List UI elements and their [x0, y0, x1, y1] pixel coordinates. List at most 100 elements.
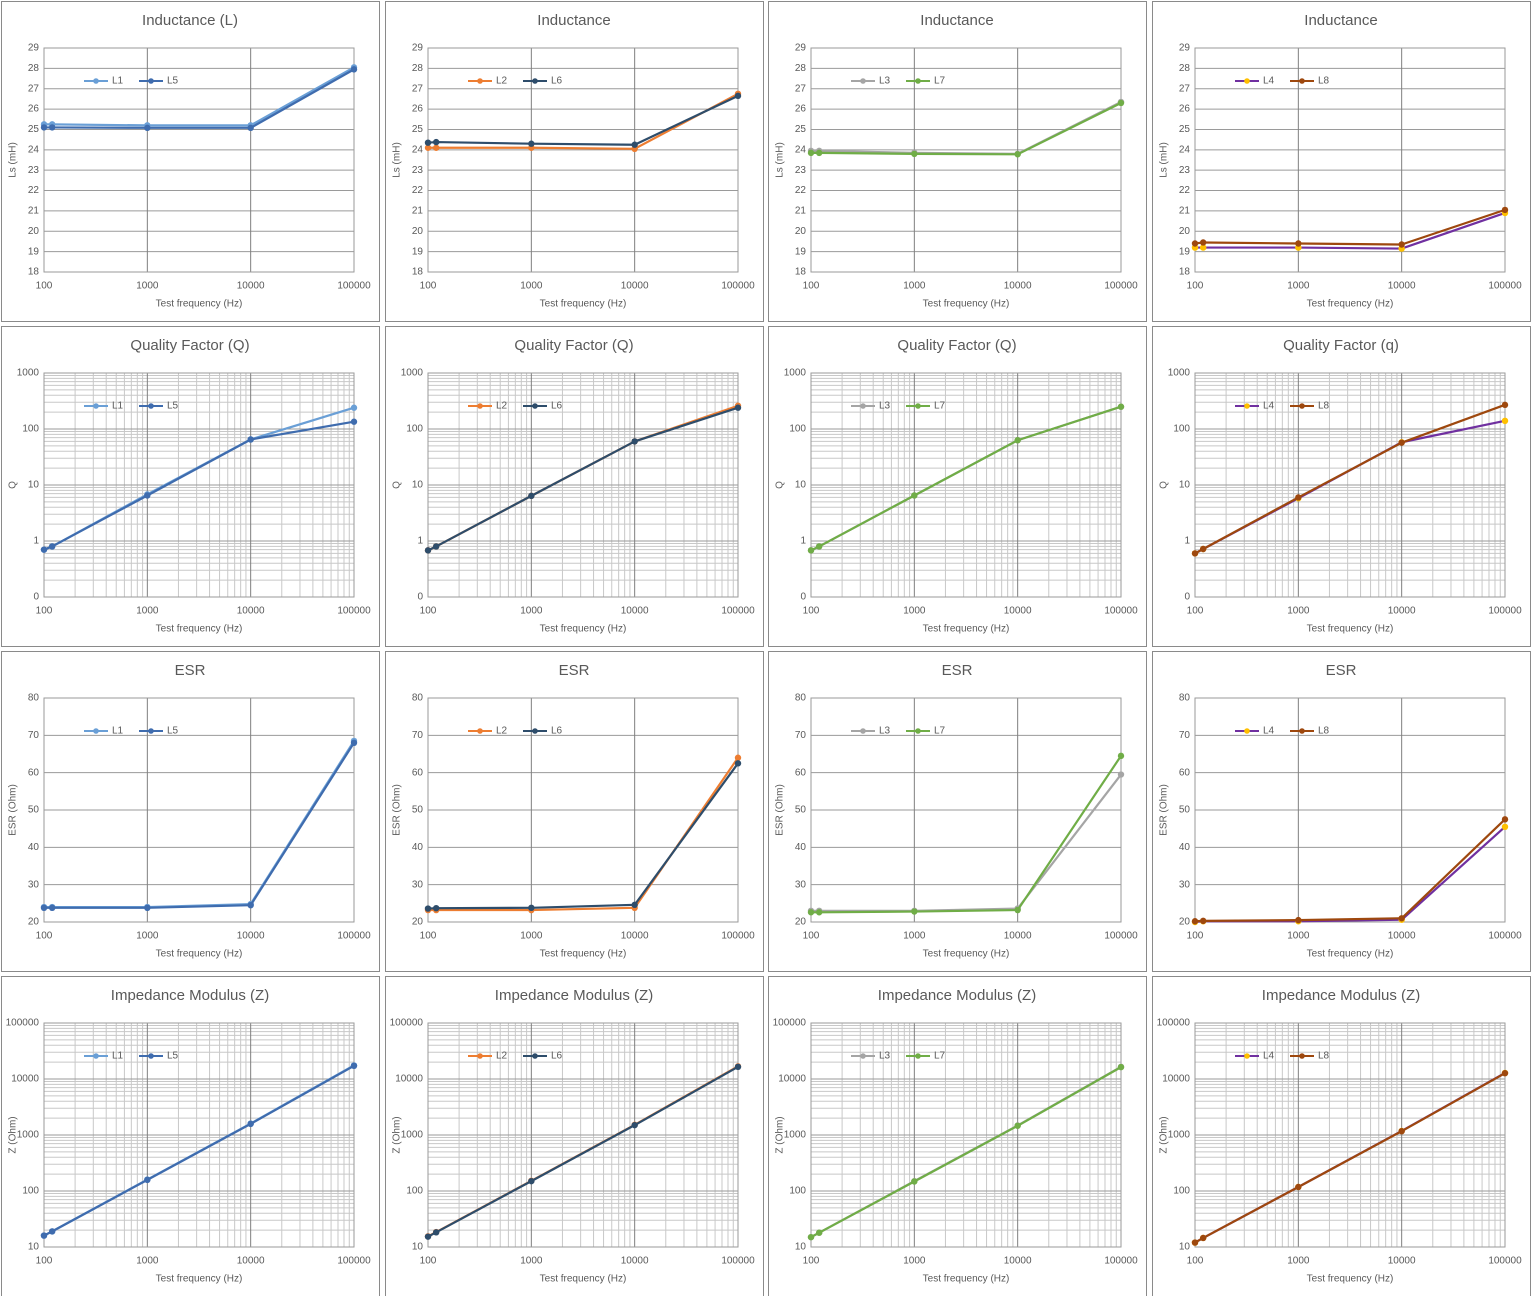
y-tick-label: 50 — [412, 805, 424, 816]
data-point — [1398, 241, 1405, 248]
data-point — [1014, 906, 1021, 914]
y-tick-label: 24 — [28, 144, 40, 155]
legend-marker — [93, 1053, 99, 1059]
data-point — [528, 1177, 535, 1185]
y-tick-label: 21 — [28, 206, 40, 217]
y-tick-label: 19 — [28, 246, 40, 257]
x-tick-label: 100000 — [721, 281, 755, 292]
data-point — [1117, 99, 1125, 107]
x-tick-label: 100000 — [1488, 606, 1522, 617]
y-tick-label: 20 — [795, 226, 807, 237]
x-tick-label: 100000 — [337, 931, 371, 942]
panel-border — [768, 976, 1147, 1296]
chart-title: Impedance Modulus (Z) — [1262, 987, 1420, 1004]
data-point — [1117, 752, 1125, 760]
y-axis-label: Q — [392, 481, 403, 489]
y-tick-label: 26 — [795, 104, 807, 115]
legend-marker — [477, 728, 483, 734]
panel-border — [385, 1, 764, 322]
plot-frame — [810, 697, 1122, 923]
chart-title: Quality Factor (Q) — [130, 337, 249, 354]
legend-label: L6 — [551, 1051, 563, 1062]
y-axis-label: Q — [775, 481, 786, 489]
y-tick-label: 23 — [28, 165, 40, 176]
x-tick-label: 10000 — [621, 606, 649, 617]
y-tick-label: 29 — [412, 43, 424, 54]
legend-marker — [915, 78, 921, 84]
data-point — [350, 418, 358, 425]
y-tick-label: 80 — [412, 693, 424, 704]
data-point — [807, 1233, 815, 1241]
x-tick-label: 1000 — [136, 606, 159, 617]
data-point — [734, 1063, 742, 1071]
legend-label: L2 — [496, 1051, 508, 1062]
y-tick-label: 28 — [1179, 63, 1191, 74]
legend-label: L8 — [1318, 726, 1330, 737]
data-point — [1295, 240, 1302, 247]
data-point — [1501, 823, 1509, 830]
data-point — [734, 760, 742, 767]
data-point — [424, 1233, 432, 1240]
data-point — [144, 124, 151, 132]
chart-panel: 0 1 10 100 1000 100 1000 10000 100000 Quality Fac… — [1, 326, 380, 647]
y-tick-label: 22 — [28, 185, 40, 196]
x-tick-label: 100 — [420, 931, 437, 942]
data-point — [1117, 771, 1125, 778]
y-tick-label: 60 — [795, 767, 807, 778]
legend-marker — [860, 728, 866, 734]
x-tick-label: 10000 — [621, 281, 649, 292]
data-point — [528, 492, 535, 500]
legend-marker — [532, 78, 538, 84]
data-point — [911, 908, 918, 915]
chart-title: Impedance Modulus (Z) — [111, 987, 269, 1004]
data-point — [1295, 1183, 1302, 1191]
data-point — [1398, 439, 1405, 446]
panel-border — [768, 651, 1147, 972]
plot-frame — [43, 372, 355, 598]
legend-label: L5 — [167, 726, 179, 737]
x-tick-label: 10000 — [237, 281, 265, 292]
data-point — [807, 547, 815, 554]
x-axis-label: Test frequency (Hz) — [156, 299, 243, 310]
data-point — [1191, 1239, 1199, 1246]
panel-border — [1152, 326, 1531, 647]
legend-marker — [532, 728, 538, 734]
data-point — [1199, 545, 1207, 553]
chart-title: Quality Factor (Q) — [897, 337, 1016, 354]
x-axis-label: Test frequency (Hz) — [923, 299, 1010, 310]
legend-marker — [148, 403, 154, 409]
legend-label: L4 — [1263, 1051, 1275, 1062]
legend-label: L6 — [551, 401, 563, 412]
y-tick-label: 18 — [1179, 267, 1191, 278]
y-tick-label: 1 — [417, 536, 423, 547]
chart-title: Inductance (L) — [142, 12, 238, 29]
chart-panel: 18 19 20 21 22 23 24 25 26 27 28 29 100 1000 10000 1000… — [1152, 1, 1531, 322]
chart-title: ESR — [942, 662, 973, 679]
data-point — [424, 905, 432, 912]
y-tick-label: 100 — [22, 1186, 39, 1197]
chart-title: Quality Factor (Q) — [514, 337, 633, 354]
y-tick-label: 100 — [1173, 424, 1190, 435]
y-tick-label: 25 — [1179, 124, 1191, 135]
legend-label: L3 — [879, 76, 891, 87]
y-tick-label: 28 — [412, 63, 424, 74]
plot-frame — [1194, 47, 1506, 273]
data-point — [631, 438, 638, 445]
y-tick-label: 70 — [795, 730, 807, 741]
y-tick-label: 1000 — [17, 1130, 40, 1141]
data-point — [815, 909, 823, 916]
y-tick-label: 23 — [412, 165, 424, 176]
y-tick-label: 27 — [412, 83, 424, 94]
x-axis-label: Test frequency (Hz) — [923, 1274, 1010, 1285]
x-tick-label: 100000 — [1488, 1256, 1522, 1267]
y-tick-label: 18 — [795, 267, 807, 278]
chart-panel: 20 30 40 50 60 70 80 100 1000 10000 100000 ESR Test … — [1, 651, 380, 972]
x-axis-label: Test frequency (Hz) — [1307, 624, 1394, 635]
y-tick-label: 24 — [412, 144, 424, 155]
data-point — [48, 543, 56, 550]
x-tick-label: 10000 — [621, 931, 649, 942]
legend-label: L4 — [1263, 76, 1275, 87]
legend-label: L7 — [934, 401, 946, 412]
y-tick-label: 60 — [28, 767, 40, 778]
